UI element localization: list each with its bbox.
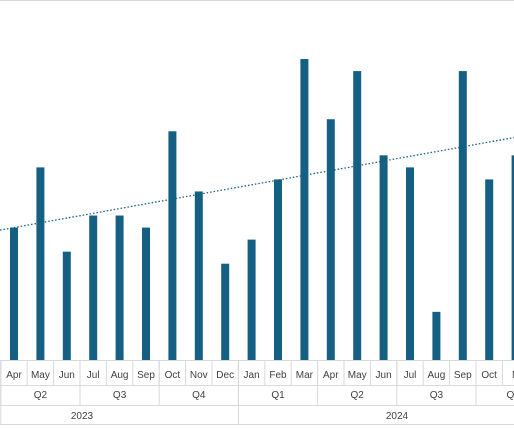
quarter-label: Q3	[430, 390, 444, 401]
quarter-label: Q1	[271, 390, 285, 401]
bar-apr-0	[10, 227, 18, 360]
x-tick-label: Mar	[296, 370, 314, 381]
bar-apr-12	[326, 119, 335, 360]
quarter-label: Q2	[351, 390, 365, 401]
x-tick-label: Oct	[481, 370, 497, 381]
x-tick-label: May	[348, 370, 367, 381]
category-axis: Apr May Jun Jul Aug Sep Oct Nov Dec Jan Feb Mar Apr M…	[0, 360, 514, 425]
x-tick-label: Nov	[190, 370, 208, 381]
x-tick-label: Jan	[244, 370, 260, 381]
bar-mar-11	[300, 59, 309, 361]
bar-jul-3	[89, 215, 98, 360]
x-tick-label: Dec	[216, 370, 234, 381]
bar-may-1	[36, 167, 45, 360]
bar-sep-17	[458, 71, 467, 361]
x-tick-label: Jun	[59, 370, 75, 381]
bar-aug-4	[115, 215, 124, 360]
trendline-group	[0, 136, 514, 231]
x-tick-label: Apr	[6, 370, 22, 381]
bars-group	[10, 59, 514, 361]
bar-dec-8	[221, 263, 230, 360]
bar-oct-18	[485, 179, 494, 360]
trendline	[0, 136, 514, 231]
x-tick-label: Oct	[165, 370, 181, 381]
quarter-label: Q3	[113, 390, 127, 401]
bar-nov-7	[194, 191, 203, 360]
quarter-label: Q4	[192, 390, 206, 401]
bar-may-13	[353, 71, 362, 361]
bar-jul-15	[406, 167, 414, 360]
x-tick-label: May	[31, 370, 50, 381]
x-tick-label: N	[512, 370, 514, 381]
x-tick-label: Aug	[111, 370, 129, 381]
x-tick-label: Jul	[404, 370, 417, 381]
x-tick-label: Apr	[323, 370, 339, 381]
bar-jun-2	[62, 251, 71, 360]
quarter-label: Q2	[34, 390, 48, 401]
x-tick-label: Jul	[87, 370, 100, 381]
year-label: 2023	[71, 411, 94, 422]
x-tick-label: Aug	[428, 370, 446, 381]
year-label: 2024	[386, 411, 409, 422]
bar-jun-14	[379, 155, 388, 360]
x-tick-label: Jun	[376, 370, 392, 381]
bar-oct-6	[168, 131, 177, 360]
bar-sep-5	[142, 227, 150, 360]
x-tick-label: Sep	[454, 370, 472, 381]
bar-aug-16	[432, 311, 441, 360]
bar-n-19	[511, 155, 514, 360]
bar-jan-9	[247, 239, 256, 360]
x-tick-label: Feb	[269, 370, 287, 381]
bar-feb-10	[274, 179, 282, 360]
quarter-label: Q	[507, 390, 514, 401]
x-tick-label: Sep	[137, 370, 155, 381]
